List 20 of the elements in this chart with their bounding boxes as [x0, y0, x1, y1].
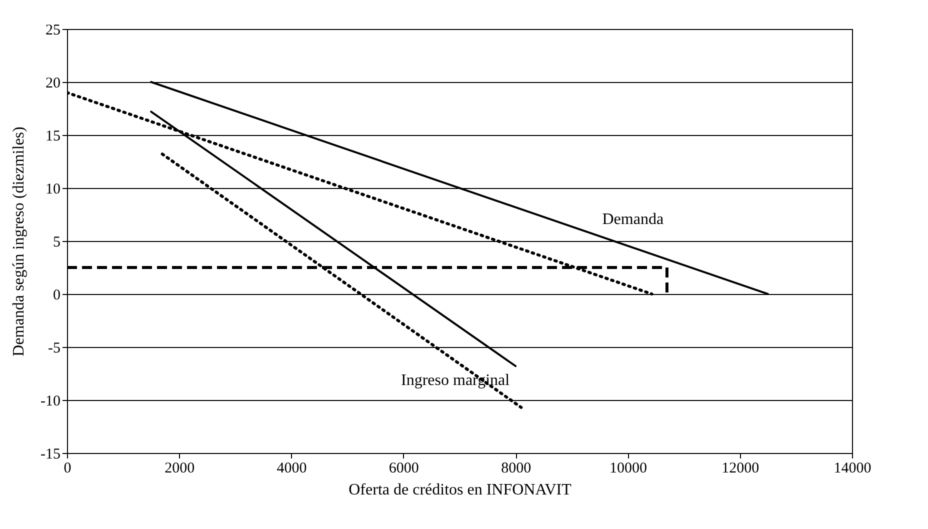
x-tick-label: 14000	[834, 460, 872, 476]
y-tick-label: -5	[48, 340, 60, 356]
y-tick-label: 25	[46, 22, 60, 38]
x-axis-title: Oferta de créditos en INFONAVIT	[348, 482, 572, 498]
x-tick-label: 0	[64, 460, 72, 476]
x-tick-label: 4000	[276, 460, 307, 476]
x-tick-label: 8000	[501, 460, 532, 476]
x-tick-label: 2000	[164, 460, 195, 476]
y-tick-label: -10	[40, 394, 60, 410]
x-tick-label: 12000	[722, 460, 760, 476]
y-tick-label: 15	[46, 128, 60, 144]
y-tick-label: 20	[46, 76, 60, 92]
y-tick-label: 5	[53, 234, 60, 250]
y-tick-label: 10	[46, 182, 60, 198]
series-label: Demanda	[602, 211, 664, 228]
y-axis-title: Demanda según ingreso (diezmiles)	[10, 126, 28, 356]
x-tick-label: 6000	[388, 460, 419, 476]
x-tick-label: 10000	[609, 460, 647, 476]
y-tick-label: -15	[40, 446, 60, 462]
y-tick-label: 0	[53, 288, 60, 304]
